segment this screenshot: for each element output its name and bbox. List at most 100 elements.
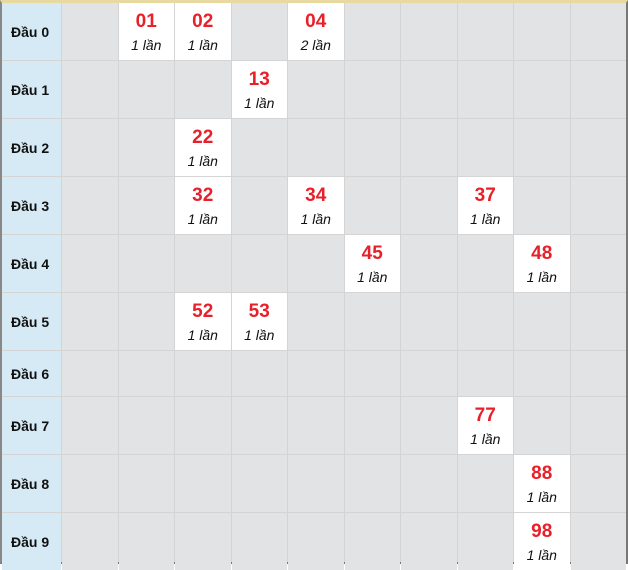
empty-cell: [457, 3, 513, 60]
empty-cell: [288, 513, 344, 570]
number-cell: 37 1 lần: [457, 177, 513, 234]
occurrence-count: 1 lần: [300, 210, 331, 227]
number-cell: 48 1 lần: [514, 235, 570, 292]
empty-cell: [231, 351, 287, 396]
empty-cell: [62, 235, 118, 292]
lottery-number: 88: [531, 462, 553, 484]
row-label: Đầu 9: [2, 513, 61, 570]
occurrence-count: 1 lần: [357, 268, 388, 285]
lottery-number: 13: [248, 68, 270, 90]
number-cell: 98 1 lần: [514, 513, 570, 570]
empty-cell: [514, 3, 570, 60]
empty-cell: [344, 293, 400, 350]
empty-cell: [570, 293, 626, 350]
empty-cell: [118, 177, 174, 234]
lottery-number: 77: [474, 404, 496, 426]
empty-cell: [401, 351, 457, 396]
empty-cell: [401, 61, 457, 118]
occurrence-count: 1 lần: [470, 210, 501, 227]
empty-cell: [118, 61, 174, 118]
empty-cell: [514, 119, 570, 176]
number-cell: 32 1 lần: [175, 177, 231, 234]
empty-cell: [288, 235, 344, 292]
empty-cell: [401, 3, 457, 60]
empty-cell: [457, 513, 513, 570]
empty-cell: [175, 513, 231, 570]
empty-cell: [175, 351, 231, 396]
occurrence-count: 1 lần: [187, 36, 218, 53]
empty-cell: [514, 293, 570, 350]
lottery-number: 98: [531, 520, 553, 542]
number-cell: 88 1 lần: [514, 455, 570, 512]
empty-cell: [570, 61, 626, 118]
empty-cell: [231, 397, 287, 454]
number-cell: 34 1 lần: [288, 177, 344, 234]
empty-cell: [344, 351, 400, 396]
empty-cell: [231, 3, 287, 60]
empty-cell: [118, 235, 174, 292]
lottery-number: 45: [361, 242, 383, 264]
lottery-number: 34: [305, 184, 327, 206]
empty-cell: [401, 177, 457, 234]
lottery-number: 48: [531, 242, 553, 264]
row-label: Đầu 2: [2, 119, 61, 176]
row-label: Đầu 6: [2, 351, 61, 396]
empty-cell: [118, 513, 174, 570]
empty-cell: [62, 293, 118, 350]
empty-cell: [401, 455, 457, 512]
empty-cell: [457, 119, 513, 176]
number-cell: 02 1 lần: [175, 3, 231, 60]
empty-cell: [570, 351, 626, 396]
empty-cell: [344, 61, 400, 118]
number-cell: 53 1 lần: [231, 293, 287, 350]
empty-cell: [401, 397, 457, 454]
empty-cell: [231, 513, 287, 570]
empty-cell: [570, 3, 626, 60]
number-cell: 77 1 lần: [457, 397, 513, 454]
empty-cell: [401, 235, 457, 292]
empty-cell: [231, 177, 287, 234]
empty-cell: [401, 293, 457, 350]
number-cell: 45 1 lần: [344, 235, 400, 292]
occurrence-count: 1 lần: [470, 430, 501, 447]
empty-cell: [570, 513, 626, 570]
occurrence-count: 1 lần: [244, 94, 275, 111]
empty-cell: [344, 513, 400, 570]
empty-cell: [118, 119, 174, 176]
occurrence-count: 1 lần: [526, 488, 557, 505]
empty-cell: [288, 351, 344, 396]
empty-cell: [344, 455, 400, 512]
empty-cell: [344, 177, 400, 234]
lottery-number: 53: [248, 300, 270, 322]
empty-cell: [570, 397, 626, 454]
empty-cell: [231, 235, 287, 292]
empty-cell: [514, 397, 570, 454]
empty-cell: [457, 235, 513, 292]
number-cell: 13 1 lần: [231, 61, 287, 118]
empty-cell: [118, 397, 174, 454]
empty-cell: [118, 455, 174, 512]
lottery-number: 37: [474, 184, 496, 206]
row-label: Đầu 0: [2, 3, 61, 60]
lottery-number: 52: [192, 300, 214, 322]
empty-cell: [570, 119, 626, 176]
row-label: Đầu 1: [2, 61, 61, 118]
number-cell: 52 1 lần: [175, 293, 231, 350]
row-label: Đầu 3: [2, 177, 61, 234]
occurrence-count: 2 lần: [300, 36, 331, 53]
empty-cell: [457, 455, 513, 512]
empty-cell: [570, 235, 626, 292]
empty-cell: [344, 3, 400, 60]
empty-cell: [288, 455, 344, 512]
number-cell: 01 1 lần: [118, 3, 174, 60]
empty-cell: [62, 397, 118, 454]
occurrence-count: 1 lần: [187, 210, 218, 227]
occurrence-count: 1 lần: [187, 326, 218, 343]
occurrence-count: 1 lần: [131, 36, 162, 53]
empty-cell: [514, 177, 570, 234]
empty-cell: [288, 293, 344, 350]
empty-cell: [514, 61, 570, 118]
row-label: Đầu 7: [2, 397, 61, 454]
lottery-number: 22: [192, 126, 214, 148]
empty-cell: [457, 351, 513, 396]
